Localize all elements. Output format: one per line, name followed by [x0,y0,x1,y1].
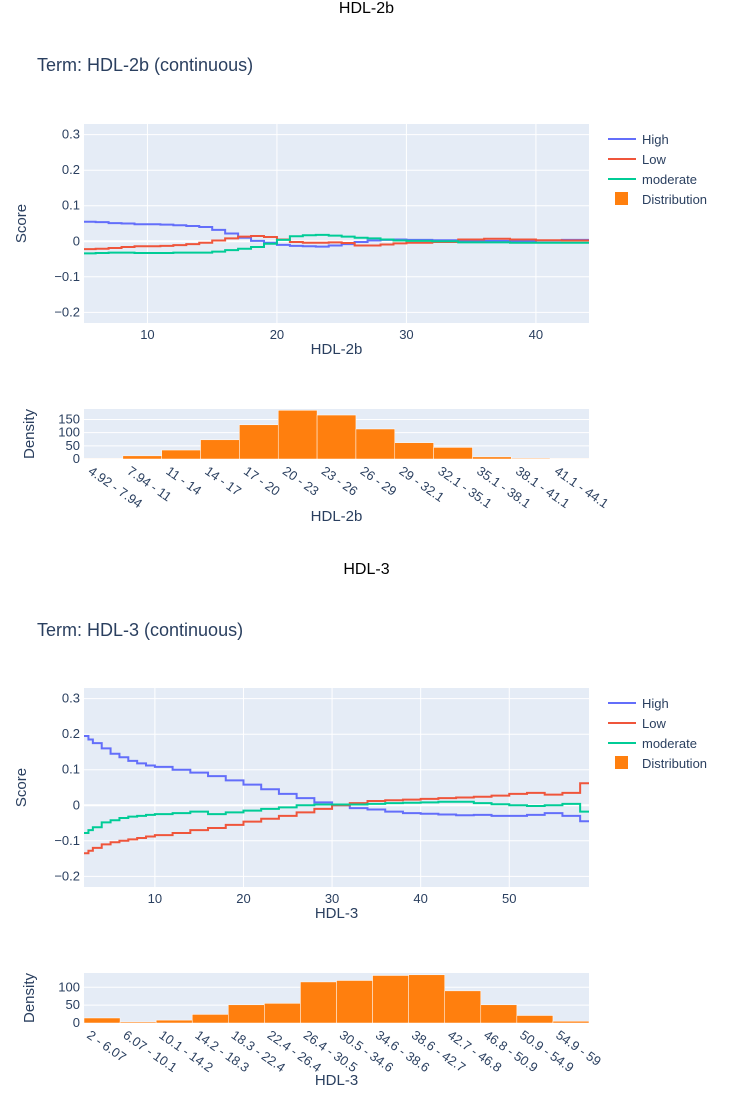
y-tick-label: 0.3 [62,691,80,706]
bar [277,410,318,460]
bar [228,1004,265,1024]
y-tick-label: −0.1 [54,269,80,284]
bar [552,1020,590,1024]
bar [155,1019,193,1024]
bar [472,456,512,460]
bar [83,1017,121,1024]
plot-background [84,688,589,887]
legend-label-distribution: Distribution [642,756,707,771]
legend-label-moderate: moderate [642,736,697,751]
x-tick-label: 10 [140,327,154,342]
bar [316,414,357,460]
bar [119,1021,157,1024]
bar [200,439,240,460]
bar [161,449,201,460]
bar [433,447,473,460]
x-tick-label: 2 - 6.07 [84,1027,129,1065]
legend: High Low moderate Distribution [608,696,707,771]
x-axis-title: HDL-3 [315,905,358,922]
bar [122,455,162,460]
x-tick-label: 17 - 20 [241,463,283,499]
x-axis-title: HDL-3 [315,1072,358,1089]
y-tick-label: 50 [66,997,80,1012]
y-tick-label: 0.3 [62,127,80,142]
section-header-hdl-3: HDL-3 [343,561,390,578]
bar [549,458,590,460]
y-tick-label: 0.2 [62,162,80,177]
x-tick-label: 14 - 17 [202,463,244,499]
term-title-hdl-3: Term: HDL-3 (continuous) [37,620,244,640]
x-tick-label: 40 [529,327,543,342]
legend-label-distribution: Distribution [642,192,707,207]
y-tick-label: 100 [58,425,80,440]
y-tick-label: 0 [73,797,80,812]
y-axis-title: Density [21,408,38,459]
series-line-moderate [84,800,589,834]
series-line-low [84,782,589,855]
y-tick-label: 0 [73,1015,80,1030]
section-header-hdl-2b: HDL-2b [338,0,395,17]
y-tick-label: 0.1 [62,198,80,213]
bar [355,428,396,460]
series-line-high [84,734,589,823]
x-axis-title: HDL-2b [311,341,363,358]
legend-label-low: Low [642,152,666,167]
y-tick-label: 150 [58,412,80,427]
x-tick-label: 30 [325,891,339,906]
legend-label-moderate: moderate [642,172,697,187]
y-tick-label: 0 [73,451,80,466]
y-tick-label: 0 [73,233,80,248]
y-axis-title: Density [21,972,38,1023]
bar [300,981,337,1024]
x-tick-label: 20 [270,327,284,342]
x-tick-label: 20 - 23 [280,463,322,499]
bar [516,1015,554,1024]
x-tick-label: 50 [502,891,516,906]
legend-swatch-distribution [615,192,628,205]
legend-label-low: Low [642,716,666,731]
y-tick-label: 0.2 [62,726,80,741]
series-line-moderate [84,233,589,255]
x-tick-label: 20 [236,891,250,906]
score-plot-hdl-2b: 10 20 30 40 −0.2 −0.1 0 0.1 0.2 0.3 HDL-2b Score Hig… [13,124,707,358]
bar [511,457,551,460]
y-tick-label: 50 [66,438,80,453]
bar [444,990,482,1024]
legend-label-high: High [642,696,669,711]
bar [191,1014,229,1024]
plot-background [84,124,589,323]
bar [239,424,279,460]
y-tick-label: 0.1 [62,762,80,777]
y-tick-label: −0.2 [54,304,80,319]
bar [408,974,445,1024]
score-plot-hdl-3: 10 20 30 40 50 −0.2 −0.1 0 0.1 0.2 0.3 HDL-3 Score Hi… [13,688,707,922]
x-tick-label: 10 [148,891,162,906]
legend-swatch-distribution [615,756,628,769]
x-tick-label: 40 [413,891,427,906]
bar [372,975,409,1024]
bar [336,980,373,1024]
bar [264,1003,301,1024]
bar [394,442,434,460]
y-tick-label: 100 [58,979,80,994]
x-tick-label: 30 [399,327,413,342]
legend-label-high: High [642,132,669,147]
y-axis-title: Score [13,204,30,243]
bar [83,458,124,460]
x-tick-label: 23 - 26 [319,463,361,499]
y-tick-label: −0.1 [54,833,80,848]
x-axis-title: HDL-2b [311,508,363,525]
legend: High Low moderate Distribution [608,132,707,207]
term-title-hdl-2b: Term: HDL-2b (continuous) [37,55,254,75]
y-tick-label: −0.2 [54,868,80,883]
y-axis-title: Score [13,768,30,807]
bar [480,1004,518,1024]
x-tick-label: 26 - 29 [358,463,400,499]
